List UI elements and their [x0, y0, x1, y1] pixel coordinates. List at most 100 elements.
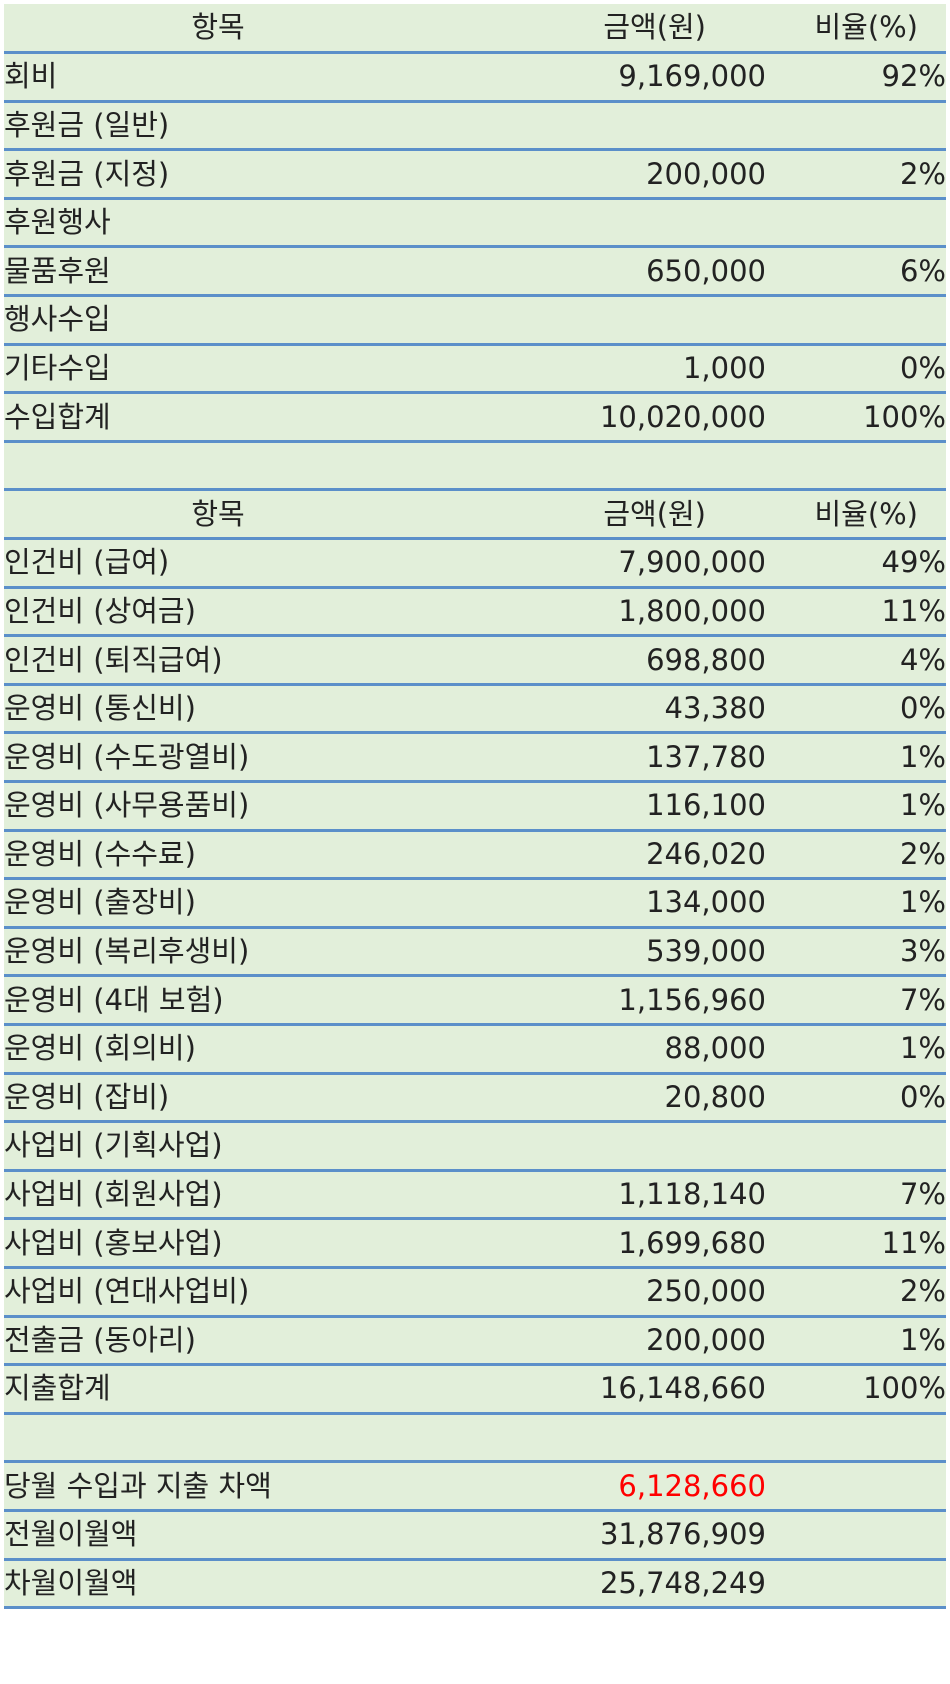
- ratio-value: 0%: [766, 1073, 946, 1124]
- amount-value: [474, 101, 766, 152]
- ratio-value: [766, 101, 946, 152]
- expense-row: 인건비 (퇴직급여) 698,800 4%: [4, 635, 946, 686]
- amount-value: 31,876,909: [474, 1510, 766, 1561]
- item-label: 후원행사: [4, 198, 474, 249]
- item-label: 운영비 (사무용품비): [4, 781, 474, 832]
- ratio-value: [766, 1413, 946, 1464]
- amount-value: 금액(원): [474, 489, 766, 541]
- item-label: 운영비 (복리후생비): [4, 927, 474, 978]
- ratio-value: 11%: [766, 1218, 946, 1269]
- item-label: 인건비 (급여): [4, 538, 474, 589]
- item-label: 운영비 (통신비): [4, 684, 474, 735]
- income-total-row: 수입합계 10,020,000 100%: [4, 392, 946, 443]
- item-label: 운영비 (회의비): [4, 1024, 474, 1075]
- expense-row: 사업비 (회원사업) 1,118,140 7%: [4, 1170, 946, 1221]
- amount-value: 137,780: [474, 732, 766, 783]
- item-label: 전월이월액: [4, 1510, 474, 1561]
- item-label: 기타수입: [4, 344, 474, 395]
- ratio-value: 0%: [766, 344, 946, 395]
- expense-row: 운영비 (회의비) 88,000 1%: [4, 1024, 946, 1075]
- amount-value: 10,020,000: [474, 392, 766, 443]
- amount-value: [474, 1413, 766, 1464]
- ratio-value: 비율(%): [766, 4, 946, 55]
- item-label: 전출금 (동아리): [4, 1316, 474, 1367]
- item-label: 사업비 (홍보사업): [4, 1218, 474, 1269]
- ratio-value: 1%: [766, 781, 946, 832]
- ratio-value: 1%: [766, 878, 946, 929]
- ratio-value: 49%: [766, 538, 946, 589]
- expense-row: 운영비 (출장비) 134,000 1%: [4, 878, 946, 929]
- ratio-value: 11%: [766, 587, 946, 638]
- amount-value: 134,000: [474, 878, 766, 929]
- amount-value: [474, 1121, 766, 1172]
- amount-value: 1,800,000: [474, 587, 766, 638]
- amount-value: 246,020: [474, 830, 766, 881]
- expense-row: 사업비 (홍보사업) 1,699,680 11%: [4, 1218, 946, 1269]
- item-label: [4, 441, 474, 492]
- item-label: 후원금 (지정): [4, 149, 474, 200]
- amount-value: 539,000: [474, 927, 766, 978]
- amount-value: 16,148,660: [474, 1364, 766, 1415]
- item-label: 운영비 (4대 보험): [4, 975, 474, 1026]
- ratio-value: [766, 1121, 946, 1172]
- ratio-value: 1%: [766, 1024, 946, 1075]
- budget-table: 항목 금액(원) 비율(%) 회비 9,169,000 92% 후원금 (일반) 후원금 (지…: [4, 4, 946, 1610]
- amount-value: 9,169,000: [474, 52, 766, 103]
- expense-row: 사업비 (기획사업): [4, 1121, 946, 1172]
- expense-row: 운영비 (4대 보험) 1,156,960 7%: [4, 975, 946, 1026]
- ratio-value: [766, 198, 946, 249]
- expense-row: 인건비 (급여) 7,900,000 49%: [4, 538, 946, 589]
- income-row: 후원행사: [4, 198, 946, 249]
- item-label: 운영비 (잡비): [4, 1073, 474, 1124]
- amount-value: 200,000: [474, 149, 766, 200]
- item-label: 차월이월액: [4, 1559, 474, 1610]
- amount-value: 250,000: [474, 1267, 766, 1318]
- expense-total-row: 지출합계 16,148,660 100%: [4, 1364, 946, 1415]
- item-label: 물품후원: [4, 246, 474, 298]
- ratio-value: 2%: [766, 830, 946, 881]
- ratio-value: 2%: [766, 1267, 946, 1318]
- expense-row: 운영비 (사무용품비) 116,100 1%: [4, 781, 946, 832]
- item-label: 운영비 (출장비): [4, 878, 474, 929]
- item-label: 운영비 (수도광열비): [4, 732, 474, 783]
- amount-value: 7,900,000: [474, 538, 766, 589]
- expense-header-row: 항목 금액(원) 비율(%): [4, 489, 946, 541]
- item-label: 수입합계: [4, 392, 474, 443]
- amount-value: 1,000: [474, 344, 766, 395]
- amount-value: 1,156,960: [474, 975, 766, 1026]
- expense-row: 운영비 (수수료) 246,020 2%: [4, 830, 946, 881]
- amount-value: [474, 441, 766, 492]
- ratio-value: 4%: [766, 635, 946, 686]
- item-label: 사업비 (기획사업): [4, 1121, 474, 1172]
- amount-value: 698,800: [474, 635, 766, 686]
- amount-value: 20,800: [474, 1073, 766, 1124]
- item-label: 사업비 (연대사업비): [4, 1267, 474, 1318]
- item-label: 인건비 (퇴직급여): [4, 635, 474, 686]
- expense-row: 인건비 (상여금) 1,800,000 11%: [4, 587, 946, 638]
- item-label: 사업비 (회원사업): [4, 1170, 474, 1221]
- amount-value: 1,118,140: [474, 1170, 766, 1221]
- ratio-value: 비율(%): [766, 489, 946, 541]
- expense-row: 운영비 (수도광열비) 137,780 1%: [4, 732, 946, 783]
- ratio-value: [766, 1510, 946, 1561]
- item-label: 항목: [4, 4, 474, 55]
- item-label: 지출합계: [4, 1364, 474, 1415]
- section-spacer-row: [4, 1413, 946, 1464]
- ratio-value: 100%: [766, 1364, 946, 1415]
- income-row: 후원금 (지정) 200,000 2%: [4, 149, 946, 200]
- amount-value: 25,748,249: [474, 1559, 766, 1610]
- ratio-value: 1%: [766, 732, 946, 783]
- budget-table-body: 항목 금액(원) 비율(%) 회비 9,169,000 92% 후원금 (일반) 후원금 (지…: [4, 4, 946, 1610]
- summary-row: 전월이월액 31,876,909: [4, 1510, 946, 1561]
- amount-value: 금액(원): [474, 4, 766, 55]
- ratio-value: 0%: [766, 684, 946, 735]
- amount-value: 116,100: [474, 781, 766, 832]
- amount-value: 88,000: [474, 1024, 766, 1075]
- ratio-value: [766, 295, 946, 346]
- amount-value: 650,000: [474, 246, 766, 298]
- expense-row: 운영비 (복리후생비) 539,000 3%: [4, 927, 946, 978]
- amount-value: [474, 198, 766, 249]
- ratio-value: 1%: [766, 1316, 946, 1367]
- summary-row: 당월 수입과 지출 차액 6,128,660: [4, 1461, 946, 1512]
- ratio-value: [766, 441, 946, 492]
